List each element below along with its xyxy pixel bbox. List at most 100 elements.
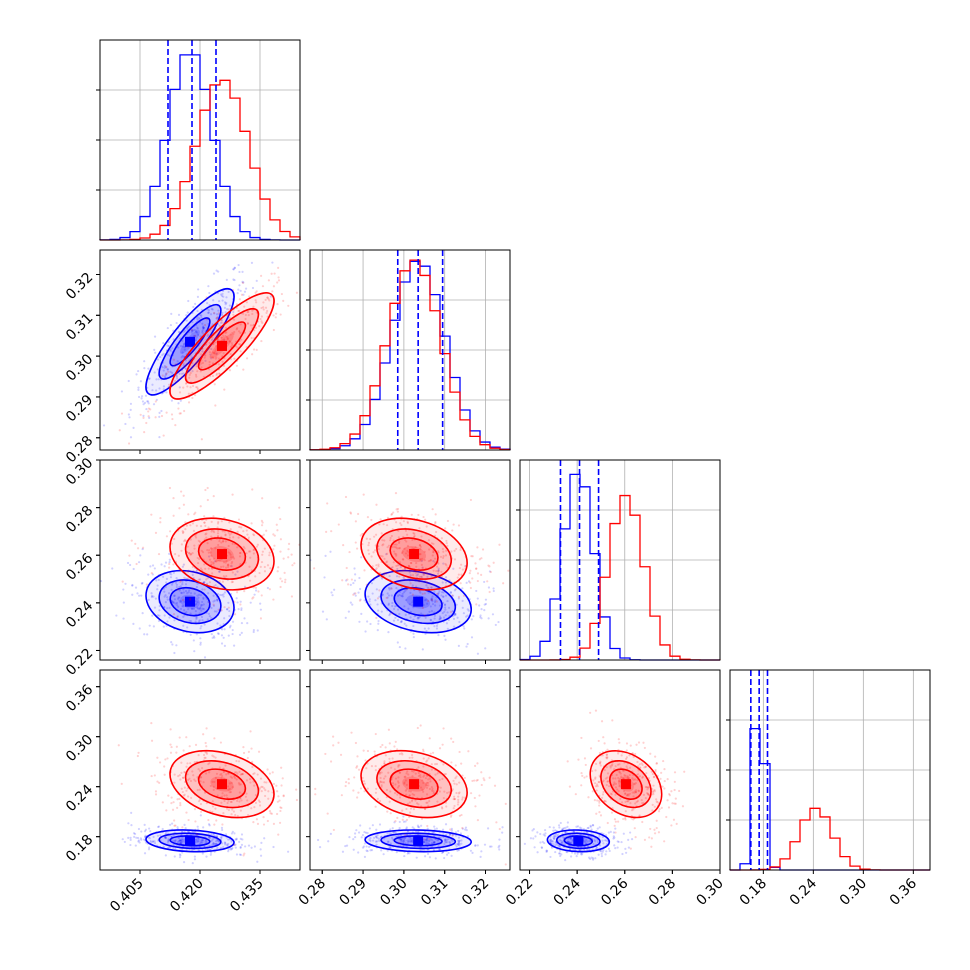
sample-point [423, 599, 427, 602]
sample-point [392, 619, 396, 622]
sample-point [573, 852, 577, 855]
sample-point [202, 733, 205, 736]
sample-point [229, 528, 232, 531]
sample-point [158, 415, 161, 418]
sample-point [418, 575, 421, 578]
sample-point [415, 856, 418, 859]
sample-point [247, 310, 250, 314]
sample-point [486, 827, 490, 830]
x-tick-label: 0.29 [337, 876, 370, 909]
sample-point [636, 779, 639, 782]
sample-point [382, 853, 385, 856]
sample-point [166, 368, 169, 371]
sample-point [271, 290, 274, 293]
x-tick-label: 0.28 [646, 876, 679, 909]
sample-point [216, 526, 219, 529]
sample-point [230, 840, 233, 843]
sample-point [173, 839, 177, 842]
sample-point [545, 849, 548, 852]
sample-point [441, 828, 445, 831]
sample-point [376, 597, 380, 600]
sample-point [655, 826, 658, 830]
sample-point [486, 580, 489, 583]
sample-point [184, 521, 187, 524]
sample-point [230, 800, 233, 804]
sample-point [182, 563, 186, 566]
sample-point [254, 291, 257, 294]
sample-point [396, 748, 399, 751]
sample-point [185, 319, 188, 322]
sample-point [239, 343, 242, 346]
sample-point [451, 594, 454, 597]
sample-point [194, 602, 198, 606]
sample-point [444, 838, 447, 841]
sample-point [443, 603, 447, 607]
sample-point [187, 818, 190, 822]
sample-point [601, 793, 605, 796]
sample-point [181, 583, 184, 586]
sample-point [401, 558, 404, 561]
sample-point [151, 564, 155, 567]
sample-point [211, 754, 214, 757]
sample-point [221, 360, 224, 363]
sample-point [209, 784, 212, 788]
sample-point [272, 782, 276, 786]
sample-point [393, 792, 397, 795]
sample-point [330, 530, 333, 533]
sample-point [185, 362, 188, 366]
sample-point [627, 846, 630, 849]
sample-point [178, 372, 181, 375]
sample-point [223, 301, 227, 304]
sample-point [280, 806, 283, 810]
sample-point [196, 318, 199, 321]
sample-point [177, 407, 180, 410]
sample-point [150, 739, 154, 742]
sample-point [199, 567, 203, 570]
sample-point [183, 600, 186, 603]
sample-point [651, 791, 655, 794]
sample-point [458, 791, 461, 794]
sample-point [417, 825, 420, 829]
sample-point [189, 553, 193, 556]
sample-point [411, 756, 414, 759]
sample-point [598, 762, 602, 765]
sample-point [395, 575, 399, 578]
sample-point [467, 609, 470, 612]
sample-point [556, 833, 560, 837]
sample-point [175, 583, 178, 586]
sample-point [179, 839, 182, 842]
sample-point [279, 585, 282, 589]
sample-point [184, 365, 187, 368]
sample-point [178, 839, 182, 842]
sample-point [190, 607, 193, 610]
sample-point [602, 842, 605, 845]
sample-point [150, 722, 153, 725]
sample-point [394, 820, 397, 823]
sample-point [212, 603, 215, 606]
sample-point [168, 558, 171, 561]
sample-point [164, 836, 167, 839]
sample-point [553, 835, 557, 838]
sample-point [601, 754, 604, 757]
sample-point [476, 597, 479, 600]
sample-point [203, 563, 206, 566]
sample-point [387, 544, 391, 547]
sample-point [631, 777, 634, 780]
sample-point [221, 828, 224, 832]
sample-point [279, 577, 282, 580]
sample-point [370, 582, 374, 585]
sample-point [258, 325, 261, 328]
sample-point [137, 386, 140, 389]
sample-point [554, 850, 557, 854]
sample-point [425, 786, 429, 789]
sample-point [209, 551, 212, 554]
sample-point [478, 558, 481, 561]
sample-point [628, 776, 631, 780]
sample-point [624, 757, 628, 761]
sample-point [347, 777, 350, 781]
sample-point [375, 567, 378, 570]
sample-point [429, 619, 433, 622]
sample-point [453, 612, 457, 616]
sample-point [150, 572, 153, 575]
sample-point [200, 839, 203, 842]
